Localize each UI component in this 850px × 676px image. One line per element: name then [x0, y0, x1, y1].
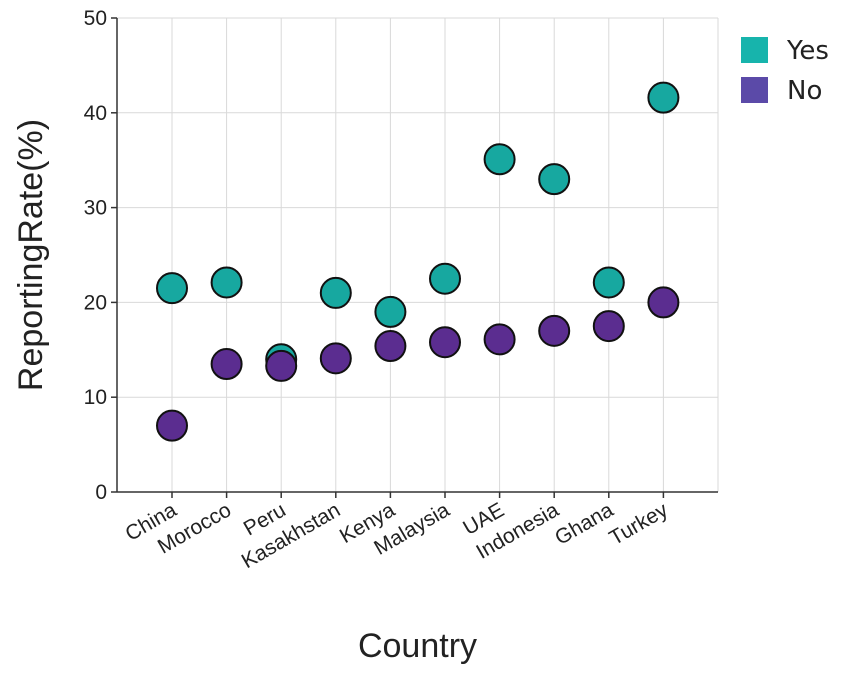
y-tick-label: 40 — [84, 102, 107, 125]
point-yes — [210, 266, 243, 299]
x-axis-title: Country — [358, 627, 477, 665]
point-yes — [483, 143, 516, 176]
point-no — [156, 409, 188, 442]
legend-swatch-no — [741, 77, 768, 103]
legend-label-yes: Yes — [786, 36, 829, 66]
legend-swatch-yes — [741, 37, 768, 63]
y-tick-label: 20 — [84, 291, 107, 314]
grid-lines — [117, 17, 719, 493]
point-no — [592, 310, 625, 343]
point-no — [265, 349, 298, 382]
point-no — [483, 323, 516, 356]
legend-label-no: No — [787, 76, 822, 106]
y-tick-label: 30 — [84, 197, 107, 220]
point-yes — [592, 266, 625, 299]
point-yes — [429, 262, 461, 295]
x-tick-label: Turkey — [605, 498, 672, 550]
point-yes — [156, 272, 188, 305]
point-yes — [374, 295, 407, 328]
y-tick-label: 10 — [84, 386, 107, 409]
axes — [111, 17, 718, 498]
legend: Yes No — [741, 36, 829, 106]
point-no — [210, 348, 243, 381]
point-no — [429, 326, 461, 359]
data-points — [156, 81, 680, 442]
y-tick-label: 0 — [95, 481, 107, 504]
point-no — [319, 342, 352, 375]
y-axis-title: ReportingRate(%) — [12, 119, 50, 391]
point-no — [647, 286, 680, 319]
point-yes — [647, 81, 680, 114]
point-yes — [319, 276, 352, 309]
point-no — [374, 330, 407, 363]
x-tick-label: Ghana — [551, 498, 617, 550]
point-no — [538, 314, 571, 347]
point-yes — [538, 163, 571, 196]
y-tick-label: 50 — [84, 7, 107, 30]
